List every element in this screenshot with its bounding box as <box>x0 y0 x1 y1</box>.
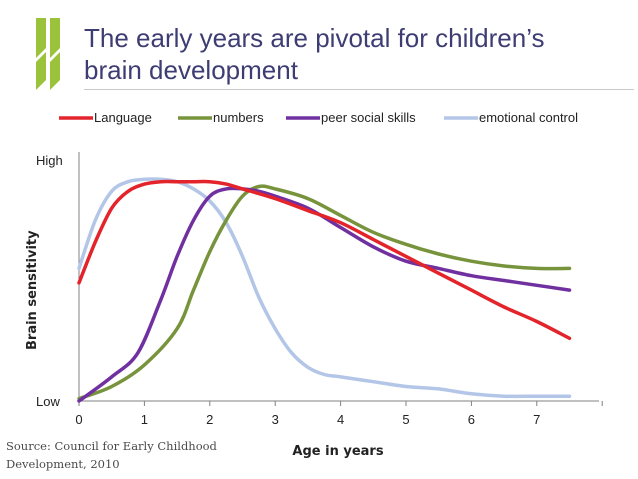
logo-bar-1 <box>36 18 46 58</box>
x-axis-label: Age in years <box>292 444 383 459</box>
x-tick-label: 5 <box>402 412 409 427</box>
y-tick-label: High <box>36 153 63 168</box>
logo-bar-2 <box>50 18 60 58</box>
legend-label: emotional control <box>479 110 578 125</box>
x-tick-label: 4 <box>337 412 344 427</box>
series-line <box>77 177 572 399</box>
chart-legend: Language numbers peer social skills emotion… <box>59 110 578 125</box>
logo-bar-4 <box>50 52 60 90</box>
chart-axes <box>78 152 599 402</box>
chart-ticks: 0 1 2 3 4 5 6 7 High Low <box>36 153 603 427</box>
chart-series <box>77 177 572 403</box>
y-tick-label: Low <box>36 394 60 409</box>
x-tick-label: 6 <box>468 412 475 427</box>
line-chart: Language numbers peer social skills emotion… <box>25 110 603 459</box>
series-line <box>77 184 572 401</box>
title-divider <box>84 89 634 90</box>
legend-label: Language <box>94 110 152 125</box>
logo-bar-3 <box>36 52 46 90</box>
x-tick-label: 1 <box>141 412 148 427</box>
series-line <box>77 179 572 341</box>
x-tick-label: 0 <box>75 412 82 427</box>
y-axis-label: Brain sensitivity <box>25 230 40 350</box>
series-line <box>77 186 572 403</box>
x-tick-label: 3 <box>272 412 279 427</box>
slide-title: The early years are pivotal for children… <box>84 23 545 85</box>
x-tick-label: 2 <box>206 412 213 427</box>
legend-label: peer social skills <box>321 110 416 125</box>
source-note: Source: Council for Early Childhood Deve… <box>6 439 217 471</box>
legend-label: numbers <box>213 110 264 125</box>
brand-logo <box>36 18 60 90</box>
x-tick-label: 7 <box>533 412 540 427</box>
